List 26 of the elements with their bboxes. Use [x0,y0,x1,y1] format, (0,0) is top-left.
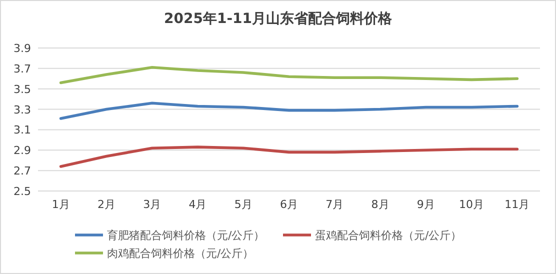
line-series [59,102,519,120]
y-tick-label: 2.5 [14,185,31,198]
x-tick-label: 6月 [280,198,298,211]
x-tick-label: 7月 [326,198,344,211]
x-tick-label: 3月 [143,198,162,211]
x-tick-label: 1月 [52,198,70,211]
x-tick-label: 4月 [188,198,207,211]
x-tick-label: 5月 [234,198,252,211]
legend-label: 蛋鸡配合饲料价格（元/公斤） [315,229,462,242]
y-tick-label: 3.1 [14,124,31,137]
y-tick-label: 3.9 [14,42,31,55]
x-tick-label: 2月 [97,198,116,211]
line-series [59,146,519,168]
y-tick-label: 2.9 [14,144,31,158]
line-series [59,66,519,84]
y-tick-label: 3.3 [14,103,31,116]
y-tick-label: 2.7 [14,164,31,178]
x-tick-label: 10月 [459,198,484,211]
chart-title: 2025年1-11月山东省配合饲料价格 [164,10,393,27]
y-tick-label: 3.7 [14,62,31,76]
y-tick-label: 3.5 [14,82,31,96]
legend-label: 肉鸡配合饲料价格（元/公斤） [107,247,254,260]
x-tick-label: 9月 [416,198,435,211]
x-tick-label: 11月 [504,198,530,211]
x-tick-label: 8月 [371,198,390,211]
legend-label: 育肥猪配合饲料价格（元/公斤） [107,229,265,242]
